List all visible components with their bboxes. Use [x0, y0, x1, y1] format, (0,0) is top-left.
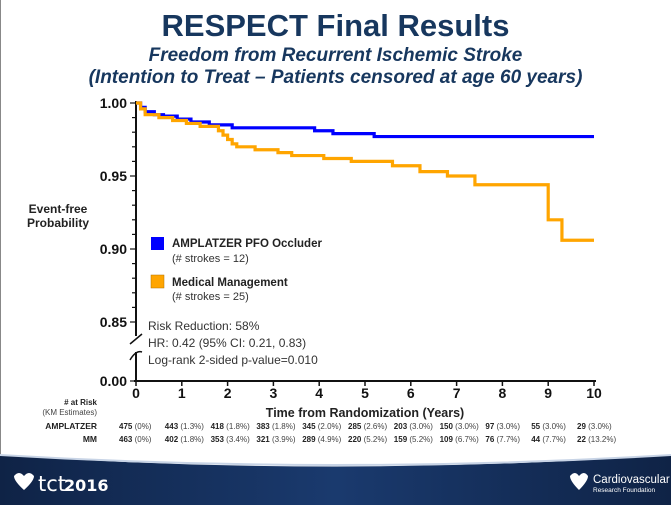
- risk-table-header: # at Risk: [64, 398, 97, 407]
- axis-break-mark-upper: [129, 333, 143, 345]
- risk-cell: 285 (2.6%): [348, 422, 387, 431]
- x-tick-label: 7: [453, 385, 461, 401]
- legend-label-amplatzer: AMPLATZER PFO Occluder: [172, 238, 322, 250]
- legend-label-mm: Medical Management: [172, 277, 288, 289]
- x-tick-label: 1: [178, 385, 186, 401]
- x-axis-label: Time from Randomization (Years): [266, 406, 464, 420]
- risk-cell: 44 (7.7%): [531, 435, 566, 444]
- risk-cell: 418 (1.8%): [211, 422, 250, 431]
- slide-title: RESPECT Final Results: [161, 8, 510, 43]
- crf-logo-line2: Research Foundation: [593, 487, 656, 494]
- x-tick-label: 9: [544, 385, 552, 401]
- legend-note-amplatzer: (# strokes = 12): [172, 253, 249, 265]
- footer-divider: [0, 454, 671, 466]
- crf-logo-line1: Cardiovascular: [593, 474, 670, 486]
- risk-row-label: MM: [83, 434, 97, 444]
- y-tick-label: 0.00: [100, 373, 127, 389]
- risk-cell: 383 (1.8%): [256, 422, 295, 431]
- risk-cell: 76 (7.7%): [485, 435, 520, 444]
- legend-note-mm: (# strokes = 25): [172, 291, 249, 303]
- legend-swatch-mm: [150, 274, 165, 289]
- x-tick-label: 4: [315, 385, 323, 401]
- slide-subtitle-2: (Intention to Treat – Patients censored …: [88, 67, 583, 88]
- annotation-hr: HR: 0.42 (95% CI: 0.21, 0.83): [148, 336, 306, 350]
- y-axis-label-line1: Event-free: [29, 202, 88, 216]
- annotation-risk-reduction: Risk Reduction: 58%: [148, 319, 260, 333]
- x-tick-label: 6: [407, 385, 415, 401]
- y-tick-label: 1.00: [100, 95, 127, 111]
- risk-cell: 22 (13.2%): [577, 435, 616, 444]
- x-tick-label: 8: [499, 385, 507, 401]
- x-tick-label: 3: [270, 385, 278, 401]
- tct-logo-text: tct: [38, 472, 66, 496]
- risk-cell: 475 (0%): [119, 422, 152, 431]
- slide-border: [0, 0, 1, 505]
- y-tick-label: 0.90: [100, 241, 127, 257]
- risk-cell: 321 (3.9%): [256, 435, 295, 444]
- x-tick-label: 2: [224, 385, 232, 401]
- slide-subtitle: Freedom from Recurrent Ischemic Stroke: [148, 45, 523, 66]
- risk-cell: 159 (5.2%): [394, 435, 433, 444]
- risk-cell: 150 (3.0%): [440, 422, 479, 431]
- risk-cell: 289 (4.9%): [302, 435, 341, 444]
- legend-swatch-amplatzer: [151, 237, 164, 250]
- axis-break-mark-lower: [129, 350, 143, 361]
- risk-cell: 55 (3.0%): [531, 422, 566, 431]
- risk-cell: 97 (3.0%): [485, 422, 520, 431]
- x-tick-label: 10: [586, 385, 602, 401]
- km-curve-amplatzer: [136, 101, 594, 139]
- tct-logo-year: 2016: [64, 476, 109, 495]
- footer-banner: [0, 455, 671, 505]
- risk-cell: 203 (3.0%): [394, 422, 433, 431]
- tct-heart-icon: [14, 473, 34, 490]
- y-axis-label-line2: Probability: [27, 216, 89, 230]
- risk-cell: 109 (6.7%): [440, 435, 479, 444]
- y-tick-label: 0.85: [100, 314, 127, 330]
- risk-cell: 463 (0%): [119, 435, 152, 444]
- risk-cell: 443 (1.3%): [165, 422, 204, 431]
- risk-row-label: AMPLATZER: [45, 421, 97, 431]
- y-tick-label: 0.95: [100, 168, 127, 184]
- risk-table-subheader: (KM Estimates): [42, 408, 97, 417]
- risk-cell: 345 (2.0%): [302, 422, 341, 431]
- risk-cell: 402 (1.8%): [165, 435, 204, 444]
- annotation-p-value: Log-rank 2-sided p-value=0.010: [148, 353, 318, 367]
- km-curve-medical-management: [136, 101, 594, 242]
- x-tick-label: 0: [132, 385, 140, 401]
- x-tick-label: 5: [361, 385, 369, 401]
- risk-cell: 220 (5.2%): [348, 435, 387, 444]
- risk-cell: 29 (3.0%): [577, 422, 612, 431]
- crf-heart-icon: [570, 473, 588, 490]
- risk-cell: 353 (3.4%): [211, 435, 250, 444]
